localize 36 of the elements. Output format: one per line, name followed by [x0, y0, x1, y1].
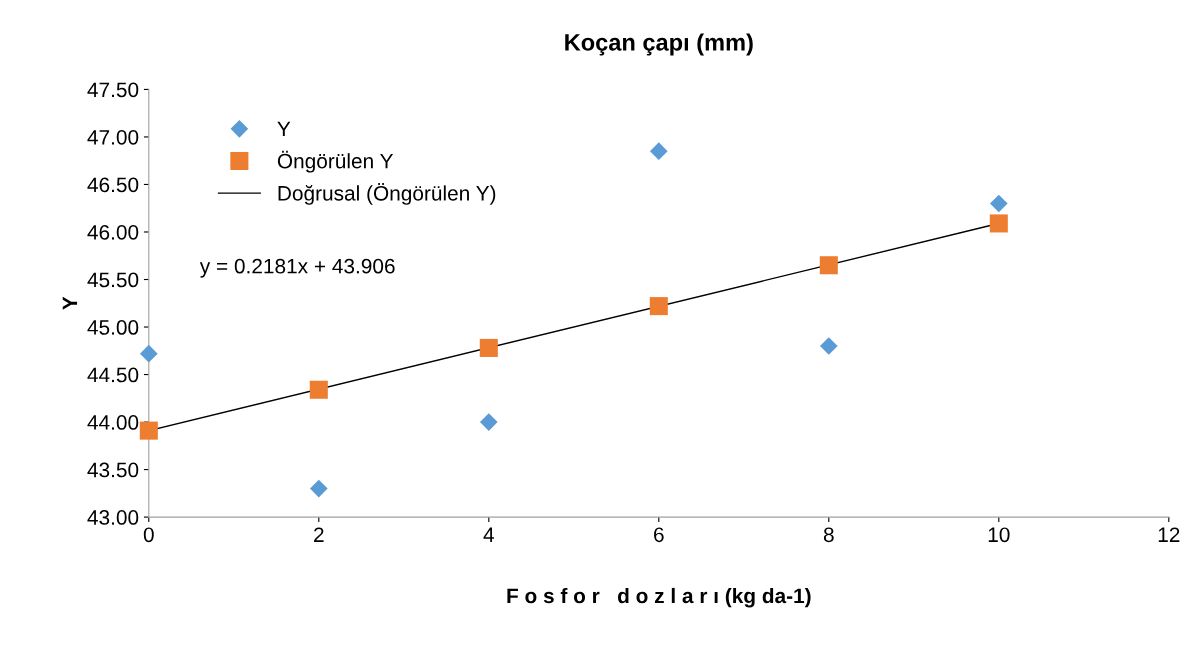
y-tick-label: 44.00	[87, 415, 139, 430]
x-tick-label: 0	[143, 527, 154, 543]
y-tick-label: 46.50	[87, 177, 139, 193]
point	[819, 256, 838, 275]
x-axis-title: F o s f o r d o z l a r ı (kg da-1)	[507, 587, 811, 608]
point	[819, 337, 838, 355]
point	[649, 297, 668, 316]
point	[309, 479, 328, 498]
point	[989, 214, 1008, 233]
y-tick-label: 45.50	[87, 272, 139, 288]
y-tick-label: 44.50	[87, 367, 139, 383]
point	[989, 194, 1008, 213]
x-tick-label: 6	[654, 527, 664, 543]
legend-label: Doğrusal (Öngörülen Y)	[278, 183, 496, 205]
chart-title: Koçan çapı (mm)	[565, 33, 753, 56]
y-axis-title: Y	[62, 296, 78, 310]
point	[649, 142, 668, 161]
y-tick-label: 45.00	[87, 320, 139, 335]
y-tick-label: 43.50	[87, 462, 139, 478]
point	[139, 421, 158, 440]
x-tick-label: 2	[314, 527, 324, 542]
legend-label: Öngörülen Y	[277, 150, 394, 173]
point	[139, 344, 158, 363]
x-tick-label: 10	[988, 527, 1010, 543]
y-tick-label: 46.00	[87, 224, 139, 240]
point	[309, 380, 328, 399]
y-tick-label: 43.00	[87, 510, 139, 525]
legend-label: Y	[277, 121, 291, 137]
y-tick-label: 47.00	[87, 129, 139, 145]
point	[479, 338, 498, 357]
x-tick-label: 4	[483, 527, 494, 542]
point	[479, 413, 498, 431]
x-tick-label: 12	[1158, 527, 1180, 542]
y-tick-label: 47.50	[87, 82, 139, 98]
x-tick-label: 8	[823, 527, 834, 543]
annotation: y = 0.2181x + 43.906	[199, 258, 395, 278]
